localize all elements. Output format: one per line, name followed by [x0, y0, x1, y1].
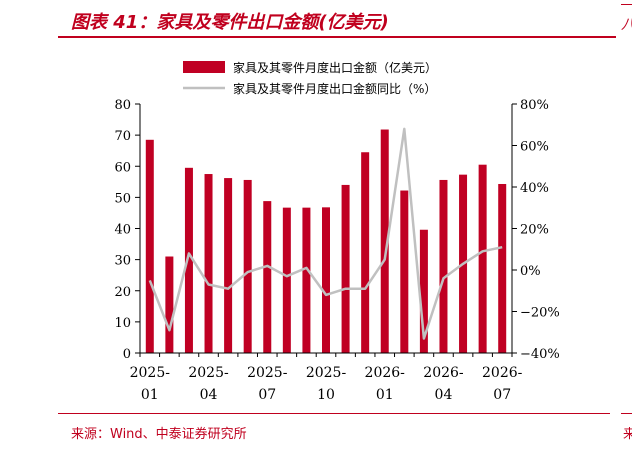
- yoy-line: [148, 127, 503, 340]
- bar: [282, 207, 291, 353]
- bar: [204, 174, 213, 353]
- legend-line-label: 家具及其零件月度出口金额同比（%）: [233, 81, 436, 96]
- right-tick-label: 0%: [520, 264, 541, 279]
- bar: [380, 129, 389, 353]
- x-tick-label-month: 01: [141, 387, 159, 403]
- bar: [165, 256, 174, 353]
- x-tick-label-month: 04: [200, 387, 218, 403]
- x-tick-label-year: 2025-: [306, 365, 347, 381]
- line-series: [148, 127, 503, 340]
- x-tick-label-month: 10: [317, 387, 335, 403]
- bar: [478, 164, 487, 353]
- legend-bar-swatch: [183, 61, 225, 73]
- axes: 01020304050607080−40%−20%0%20%40%60%80%2…: [114, 98, 559, 403]
- left-tick-label: 0: [123, 347, 131, 362]
- bar: [361, 152, 370, 353]
- figure-title: 图表 41：家具及零件出口金额(亿美元): [71, 12, 389, 33]
- bar: [419, 229, 428, 353]
- bar: [341, 184, 350, 353]
- left-tick-label: 50: [114, 191, 131, 206]
- left-tick-label: 30: [114, 254, 131, 269]
- x-tick-label-year: 2025-: [247, 365, 288, 381]
- left-tick-label: 70: [114, 129, 131, 144]
- right-tick-label: −40%: [520, 347, 560, 362]
- x-tick-label-year: 2025-: [130, 365, 171, 381]
- legend: 家具及其零件月度出口金额（亿美元） 家具及其零件月度出口金额同比（%）: [183, 60, 437, 96]
- bar: [145, 139, 154, 353]
- x-tick-label-month: 01: [376, 387, 394, 403]
- bar: [439, 179, 448, 353]
- x-tick-label-year: 2026-: [423, 365, 464, 381]
- x-tick-label-year: 2026-: [482, 365, 523, 381]
- right-tick-label: 20%: [520, 223, 549, 238]
- right-tick-label: 40%: [520, 181, 549, 196]
- right-tick-label: 60%: [520, 140, 549, 155]
- next-column-footer-rule: [621, 413, 632, 414]
- bar: [243, 179, 252, 353]
- bar: [184, 167, 193, 353]
- title-underline: [58, 36, 616, 38]
- left-tick-label: 80: [114, 98, 131, 113]
- next-column-source-fragment: 来: [623, 427, 632, 442]
- left-tick-label: 10: [114, 316, 131, 331]
- bar: [302, 207, 311, 353]
- right-tick-label: −20%: [520, 306, 560, 321]
- source-note: 来源：Wind、中泰证券研究所: [71, 427, 247, 442]
- x-tick-label-month: 07: [493, 387, 511, 403]
- next-column-title-fragment: 八: [621, 14, 632, 34]
- right-tick-label: 80%: [520, 98, 549, 113]
- bar: [322, 207, 330, 353]
- left-tick-label: 40: [114, 223, 131, 238]
- left-tick-label: 60: [114, 160, 131, 175]
- bar: [400, 190, 409, 353]
- footer-rule: [58, 413, 610, 414]
- x-tick-label-month: 07: [258, 387, 276, 403]
- left-tick-label: 20: [114, 285, 131, 300]
- bar-series: [145, 129, 507, 353]
- x-tick-label-year: 2026-: [365, 365, 406, 381]
- bar: [224, 178, 233, 353]
- next-column-rule: [621, 4, 632, 5]
- bar: [263, 201, 272, 353]
- bar: [498, 183, 507, 353]
- legend-bar-label: 家具及其零件月度出口金额（亿美元）: [233, 60, 437, 75]
- x-tick-label-year: 2025-: [188, 365, 229, 381]
- x-tick-label-month: 04: [435, 387, 453, 403]
